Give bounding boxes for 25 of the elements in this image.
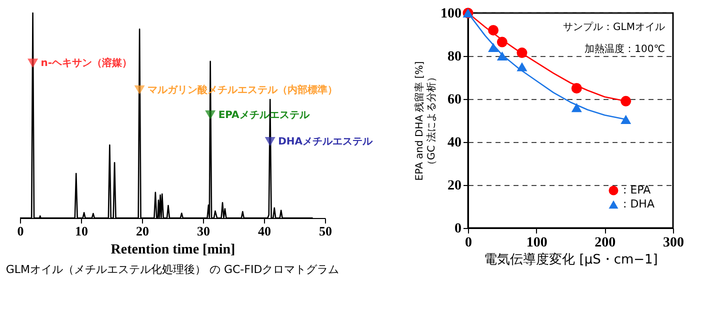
y-tick-label: 100: [440, 6, 462, 22]
x-tick-label: 10: [75, 224, 88, 238]
legend-label: : DHA: [623, 198, 655, 210]
y-axis-title: EPA and DHA 残留率 [%] （GC 法による分析）: [414, 61, 438, 181]
x-tick-label: 30: [197, 224, 210, 238]
annotation: サンプル：GLMオイル: [563, 21, 665, 33]
y-tick-label: 80: [448, 50, 462, 64]
x-tick-label: 50: [319, 224, 332, 238]
x-axis-title: Retention time [min]: [110, 242, 236, 258]
annotation: n-ヘキサン（溶媒）: [40, 57, 132, 70]
annotation: 加熱温度：100℃: [584, 43, 665, 55]
x-tick-label: 0: [465, 236, 472, 250]
y-tick-label: 60: [448, 92, 462, 108]
x-tick-label: 300: [663, 236, 684, 250]
x-tick-label: 0: [17, 224, 24, 238]
annotation: DHAメチルエステル: [278, 136, 374, 148]
x-axis-title: 電気伝導度変化 [μS・cm−1]: [484, 252, 658, 268]
x-tick-label: 20: [136, 224, 149, 238]
x-tick-label: 100: [526, 236, 548, 250]
legend-label: : EPA: [623, 184, 652, 196]
x-tick-label: 40: [258, 224, 271, 238]
y-tick-label: 20: [448, 178, 462, 194]
x-tick-label: 200: [594, 236, 616, 250]
text: GLMオイル（メチルエステル化処理後） の GC-FIDクロマトグラム: [6, 263, 340, 276]
y-tick-label: 40: [448, 136, 462, 150]
